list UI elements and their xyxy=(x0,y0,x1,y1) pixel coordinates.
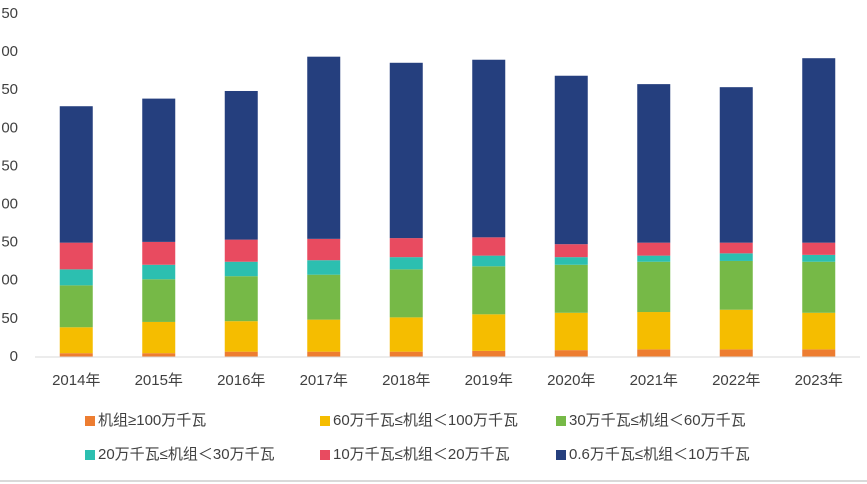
bar-segment xyxy=(472,350,506,357)
x-tick-label: 2017年 xyxy=(300,372,348,389)
bar-segment xyxy=(307,319,341,352)
bar-segment xyxy=(554,350,588,357)
bar-segment xyxy=(472,266,506,315)
bar-segment xyxy=(719,242,753,254)
bar-segment xyxy=(637,261,671,313)
bar-segment xyxy=(59,269,93,286)
legend-label: 30万千瓦≤机组＜60万千瓦 xyxy=(569,412,746,429)
bar-segment xyxy=(389,269,423,318)
legend-label: 20万千瓦≤机组＜30万千瓦 xyxy=(98,446,275,463)
bar-segment xyxy=(389,317,423,352)
y-tick-label: 00 xyxy=(1,196,18,213)
legend-swatch xyxy=(85,416,95,426)
legend-swatch xyxy=(556,450,566,460)
bar-segment xyxy=(389,238,423,258)
y-tick-label: 50 xyxy=(1,81,18,98)
bar-segment xyxy=(554,257,588,265)
x-tick-label: 2023年 xyxy=(795,372,843,389)
bar-segment xyxy=(142,353,176,357)
y-tick-label: 00 xyxy=(1,272,18,289)
bar-segment xyxy=(142,264,176,280)
bar-segment xyxy=(389,62,423,239)
y-tick-label: 50 xyxy=(1,157,18,174)
x-tick-label: 2020年 xyxy=(547,372,595,389)
bar-segment xyxy=(802,261,836,313)
bar-segment xyxy=(59,242,93,270)
bar-segment xyxy=(637,84,671,243)
x-tick-label: 2014年 xyxy=(52,372,100,389)
bar-segment xyxy=(719,349,753,357)
bar-segment xyxy=(802,312,836,350)
bar-segment xyxy=(307,274,341,320)
bar-segment xyxy=(637,242,671,256)
y-tick-label: 00 xyxy=(1,43,18,60)
bar-segment xyxy=(389,257,423,270)
bar-segment xyxy=(59,106,93,243)
bar-segment xyxy=(224,261,258,277)
bar-segment xyxy=(307,260,341,275)
bar-segment xyxy=(472,255,506,267)
bar-segment xyxy=(142,98,176,242)
bar-segment xyxy=(389,351,423,357)
legend-label: 0.6万千瓦≤机组＜10万千瓦 xyxy=(569,446,750,463)
bar-segment xyxy=(224,239,258,262)
legend-swatch xyxy=(85,450,95,460)
bar-segment xyxy=(224,321,258,352)
bar-segment xyxy=(224,90,258,240)
bar-segment xyxy=(554,244,588,258)
bar-segment xyxy=(802,254,836,262)
y-tick-label: 00 xyxy=(1,119,18,136)
bar-segment xyxy=(554,312,588,351)
bar-segment xyxy=(472,314,506,351)
x-tick-label: 2021年 xyxy=(630,372,678,389)
bar-segment xyxy=(307,351,341,357)
bar-segment xyxy=(637,349,671,357)
bar-segment xyxy=(802,349,836,357)
bar-segment xyxy=(472,59,506,238)
bar-segment xyxy=(554,75,588,245)
legend-label: 机组≥100万千瓦 xyxy=(98,412,206,429)
bar-segment xyxy=(224,351,258,357)
x-tick-label: 2019年 xyxy=(465,372,513,389)
bar-segment xyxy=(719,309,753,350)
bar-segment xyxy=(554,264,588,313)
bar-segment xyxy=(142,241,176,265)
bar-segment xyxy=(59,285,93,328)
y-tick-label: 50 xyxy=(1,5,18,22)
bar-segment xyxy=(719,253,753,261)
y-tick-label: 50 xyxy=(1,310,18,327)
legend-swatch xyxy=(556,416,566,426)
y-tick-label: 50 xyxy=(1,234,18,251)
bar-segment xyxy=(802,242,836,255)
bar-segment xyxy=(307,238,341,261)
bar-segment xyxy=(719,87,753,243)
bar-segment xyxy=(224,276,258,322)
legend-swatch xyxy=(320,450,330,460)
bar-segment xyxy=(59,327,93,354)
x-tick-label: 2016年 xyxy=(217,372,265,389)
bar-segment xyxy=(142,279,176,322)
legend-label: 60万千瓦≤机组＜100万千瓦 xyxy=(333,412,518,429)
bar-segment xyxy=(142,321,176,354)
x-tick-label: 2015年 xyxy=(135,372,183,389)
bar-segment xyxy=(802,58,836,243)
bar-segment xyxy=(719,260,753,310)
bar-segment xyxy=(637,312,671,350)
bar-segment xyxy=(637,255,671,262)
x-tick-label: 2022年 xyxy=(712,372,760,389)
bar-segment xyxy=(307,56,341,239)
y-tick-label: 0 xyxy=(10,348,18,365)
x-tick-label: 2018年 xyxy=(382,372,430,389)
bar-segment xyxy=(59,353,93,357)
bar-segment xyxy=(472,237,506,256)
legend-swatch xyxy=(320,416,330,426)
legend-label: 10万千瓦≤机组＜20万千瓦 xyxy=(333,446,510,463)
